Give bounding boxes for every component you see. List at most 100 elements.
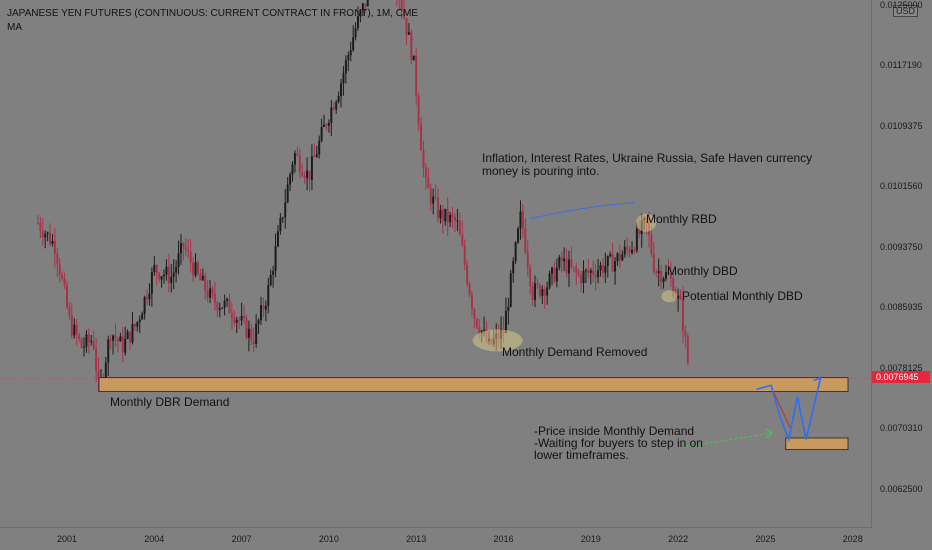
candle-body [400,0,403,10]
candle-body [558,257,561,268]
time-tick: 2022 [668,534,689,544]
candle-body [572,266,575,268]
candle-body [650,234,653,255]
candle-body [480,330,483,334]
time-axis[interactable]: 2001 2004 2007 2010 2013 2016 2019 2022 2025 2028 [0,527,872,550]
candle-body [466,264,469,284]
candle-body [279,217,282,232]
candle-body [262,305,265,310]
candles-layer [36,0,689,392]
candle-body [293,153,296,165]
candle-body [184,247,187,251]
candle-body [160,276,163,280]
projection-arrowhead [813,376,822,386]
demand-zone [98,377,849,392]
candle-body [478,327,481,334]
time-tick: 2025 [755,534,776,544]
candle-body [606,255,609,266]
candle-body [638,228,641,235]
candle-body [177,253,180,267]
candle-body [543,289,546,296]
candle-body [167,266,170,284]
candle-body [325,124,328,126]
candle-body [582,270,585,284]
candle-body [456,220,459,222]
highlight-ellipse [636,213,657,232]
candle-body [364,3,367,7]
candle-body [597,270,600,278]
candle-body [507,306,510,312]
annotation-dbr-demand: Monthly DBR Demand [110,395,230,409]
candle-body [667,272,670,274]
candle-body [51,240,54,245]
candle-body [165,266,168,275]
candle-body [473,309,476,319]
indicator-label[interactable]: MA [7,22,22,33]
candle-body [252,340,255,344]
candle-body [92,341,95,349]
candle-body [63,278,66,286]
candle-body [420,124,423,151]
candle-body [313,156,316,158]
projection-red-line [773,392,791,429]
candle-body [199,273,202,281]
candle-body [146,296,149,300]
price-tick: 0.0078125 [880,362,923,373]
candle-body [664,272,667,279]
candle-body [75,324,78,335]
candle-body [437,197,440,219]
candle-body [267,285,270,306]
price-axis[interactable]: USD 0.0125000 0.0117190 0.0109375 0.0101560… [871,0,932,528]
candle-body [97,370,100,380]
candle-body [291,164,294,175]
candle-body [209,288,212,298]
candle-body [567,259,570,274]
time-tick: 2007 [231,534,252,544]
candle-body [487,338,490,342]
candle-body [204,275,207,291]
candle-body [196,262,199,274]
candle-body [340,83,343,97]
candle-body [592,270,595,275]
candle-body [330,107,333,123]
candle-body [104,362,107,380]
candle-body [332,107,335,110]
candle-body [257,320,260,324]
candle-body [213,293,216,303]
time-tick: 2001 [56,534,78,544]
candle-body [614,261,617,272]
price-tick: 0.0085935 [880,302,923,313]
time-tick: 2004 [144,534,165,544]
candle-body [235,319,238,323]
candle-body [548,273,551,288]
candle-body [87,334,90,342]
candle-body [226,298,229,301]
candle-body [677,295,680,299]
price-tick: 0.0109375 [880,120,923,131]
candle-body [269,274,272,286]
candle-body [272,270,275,275]
candle-body [681,299,684,332]
time-tick: 2010 [318,534,339,544]
candle-body [609,254,612,256]
candle-body [80,338,83,348]
candle-body [449,214,452,223]
annotation-potential-dbd: Potential Monthly DBD [682,289,803,303]
candle-body [153,265,156,273]
candle-body [587,270,590,273]
candle-body [296,153,299,156]
annotation-inflation-line2: money is pouring into. [482,164,600,178]
candle-body [39,222,42,231]
chart-title: JAPANESE YEN FUTURES (CONTINUOUS: CURREN… [7,8,418,19]
currency-badge[interactable]: USD [892,5,918,17]
candle-body [563,258,566,262]
candle-body [82,346,85,348]
candle-body [201,275,204,281]
candle-body [240,315,243,321]
candle-body [475,318,478,328]
candle-body [274,246,277,271]
candle-body [429,188,432,204]
candle-body [179,242,182,254]
candle-body [238,319,241,321]
candle-body [541,289,544,296]
